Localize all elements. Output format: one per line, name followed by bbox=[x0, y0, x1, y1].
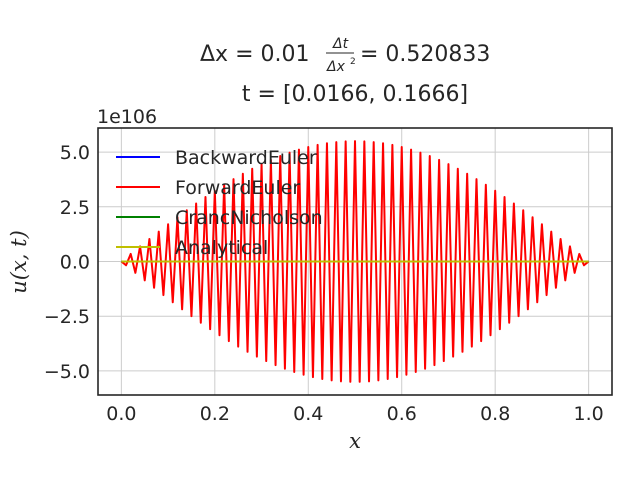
y-tick-label: 0.0 bbox=[60, 252, 90, 274]
title-line1-suffix: = 0.520833 bbox=[360, 42, 490, 67]
legend: BackwardEuler ForwardEuler CrancNicholson A… bbox=[116, 147, 323, 259]
y-tick-labels: −5.0 −2.5 0.0 2.5 5.0 bbox=[44, 142, 90, 383]
x-tick-label: 0.8 bbox=[480, 403, 510, 425]
title-frac-den: Δx bbox=[326, 59, 346, 75]
chart-title: Δx = 0.01 Δt Δx 2 = 0.520833 t = [0.0166… bbox=[200, 36, 490, 107]
legend-label: ForwardEuler bbox=[175, 177, 300, 199]
axes-frame bbox=[97, 127, 613, 396]
x-axis-label: x bbox=[349, 429, 361, 453]
x-tick-label: 0.0 bbox=[106, 403, 136, 425]
title-line1-prefix: Δx = 0.01 bbox=[200, 42, 309, 67]
y-axis-label: u(x, t) bbox=[7, 230, 31, 294]
legend-label: Analytical bbox=[175, 237, 268, 259]
title-frac-num: Δt bbox=[332, 36, 349, 52]
y-tick-label: 5.0 bbox=[60, 142, 90, 164]
x-tick-label: 0.2 bbox=[200, 403, 230, 425]
x-tick-label: 0.4 bbox=[293, 403, 323, 425]
y-tick-label: 2.5 bbox=[60, 197, 90, 219]
legend-label: CrancNicholson bbox=[175, 207, 323, 229]
series-layer bbox=[120, 140, 590, 383]
x-tick-labels: 0.0 0.2 0.4 0.6 0.8 1.0 bbox=[106, 403, 603, 425]
series-line-forwardeuler bbox=[120, 140, 590, 383]
title-line2: t = [0.0166, 0.1666] bbox=[242, 82, 468, 107]
x-tick-label: 0.6 bbox=[387, 403, 417, 425]
x-tick-label: 1.0 bbox=[574, 403, 604, 425]
y-tick-label: −2.5 bbox=[44, 306, 90, 328]
y-tick-label: −5.0 bbox=[44, 361, 90, 383]
y-offset-text: 1e106 bbox=[97, 106, 157, 128]
title-frac-den-exp: 2 bbox=[350, 57, 356, 67]
legend-label: BackwardEuler bbox=[175, 147, 317, 169]
